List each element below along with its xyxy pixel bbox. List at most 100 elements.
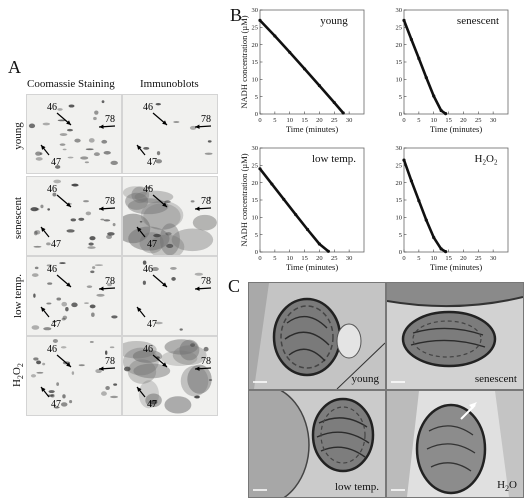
spot-label-46: 46 — [47, 264, 57, 275]
chart-title-3: H2O2 — [475, 153, 498, 167]
spot-label-78: 78 — [201, 196, 211, 207]
data-point — [273, 34, 277, 38]
x-tick-label: 5 — [273, 117, 276, 124]
spot-label-78: 78 — [105, 276, 115, 287]
spot-label-47: 47 — [147, 157, 157, 168]
y-tick-label: 5 — [255, 232, 258, 239]
spot-label-46: 46 — [143, 344, 153, 355]
spot-label-47: 47 — [147, 319, 157, 330]
y-tick-label: 15 — [396, 197, 403, 204]
data-point — [282, 197, 286, 201]
data-point — [432, 235, 436, 240]
x-tick-label: 5 — [273, 255, 276, 262]
x-tick-label: 25 — [475, 117, 482, 124]
y-tick-label: 30 — [396, 145, 403, 152]
x-tick-label: 10 — [286, 255, 293, 262]
y-axis-title-2: NADH concentration (µM) — [239, 153, 249, 246]
x-tick-label: 5 — [417, 117, 420, 124]
col-header-coomassie: Coomassie Staining — [27, 78, 115, 90]
data-point — [424, 76, 428, 80]
em-image-h2o: H2O — [386, 390, 524, 498]
spot-label-47: 47 — [51, 157, 61, 168]
chart-title-0: young — [320, 15, 348, 27]
y-tick-label: 20 — [396, 180, 403, 187]
data-point — [288, 50, 292, 54]
em-label-young: young — [351, 373, 380, 385]
immunoblot-senescent: 46 47 78 — [122, 176, 218, 256]
data-point — [302, 67, 307, 71]
x-axis-title-2: Time (minutes) — [286, 262, 339, 272]
series-line-1 — [402, 19, 447, 115]
spot-label-46: 46 — [47, 344, 57, 355]
data-point — [332, 100, 336, 105]
spot-label-47: 47 — [51, 399, 61, 410]
data-point — [444, 250, 448, 254]
coomassie-gel-low-temp: 46 47 78 — [26, 256, 122, 336]
x-tick-label: 20 — [460, 255, 467, 262]
x-axis-title-1: Time (minutes) — [430, 124, 483, 134]
immunoblot-h2o2: 46 47 78 — [122, 336, 218, 416]
spot-label-78: 78 — [201, 356, 211, 367]
row-label-senescent: senescent — [12, 196, 24, 240]
x-tick-label: 10 — [430, 117, 437, 124]
y-tick-label: 10 — [396, 215, 403, 222]
data-point — [294, 212, 298, 217]
spot-label-78: 78 — [105, 356, 115, 367]
coomassie-gel-young: 46 47 78 — [26, 94, 122, 174]
data-point — [317, 242, 322, 246]
y-tick-label: 25 — [396, 163, 403, 170]
data-point — [444, 112, 448, 116]
immunoblot-low-temp: 46 47 78 — [122, 256, 218, 336]
x-tick-label: 20 — [460, 117, 467, 124]
y-tick-label: 20 — [252, 180, 259, 187]
data-point — [417, 199, 421, 203]
x-tick-label: 20 — [316, 117, 323, 124]
data-point — [270, 182, 274, 186]
spot-label-46: 46 — [47, 184, 57, 195]
y-tick-label: 15 — [252, 59, 259, 66]
data-point — [409, 179, 414, 183]
y-tick-label: 10 — [396, 77, 403, 84]
y-tick-label: 0 — [399, 249, 402, 256]
x-tick-label: 10 — [430, 255, 437, 262]
coomassie-gel-senescent: 46 47 78 — [26, 176, 122, 256]
spot-label-46: 46 — [143, 264, 153, 275]
data-point — [317, 83, 322, 88]
y-tick-label: 30 — [252, 145, 259, 152]
em-label-low-temp: low temp. — [335, 481, 379, 493]
y-tick-label: 5 — [255, 94, 258, 101]
x-tick-label: 15 — [301, 117, 308, 124]
data-point — [402, 158, 406, 162]
x-tick-label: 0 — [258, 117, 261, 124]
chart-frame-0 — [259, 9, 365, 115]
data-point — [402, 18, 406, 22]
spot-label-46: 46 — [143, 184, 153, 195]
y-tick-label: 30 — [252, 7, 259, 14]
row-label-young: young — [12, 122, 24, 150]
x-tick-label: 25 — [331, 255, 338, 262]
spot-label-78: 78 — [201, 276, 211, 287]
x-tick-label: 10 — [286, 117, 293, 124]
spot-label-46: 46 — [143, 102, 153, 113]
y-tick-label: 0 — [399, 111, 402, 118]
y-axis-title-0: NADH concentration (µM) — [239, 15, 249, 108]
spot-label-46: 46 — [47, 102, 57, 113]
data-point — [439, 247, 443, 251]
data-point — [341, 111, 345, 115]
row-label-low-temp: low temp. — [12, 274, 24, 318]
series-line-2 — [258, 167, 330, 253]
series-line-0 — [258, 19, 345, 115]
coomassie-gel-h2o2: 46 47 78 — [26, 336, 122, 416]
panel-a-label: A — [8, 57, 21, 77]
em-image-low-temp: low temp. — [248, 390, 386, 498]
spot-label-47: 47 — [51, 319, 61, 330]
x-tick-label: 0 — [402, 255, 405, 262]
em-label-senescent: senescent — [474, 373, 517, 385]
chart-title-2: low temp. — [312, 153, 356, 165]
x-tick-label: 30 — [346, 255, 353, 262]
data-point — [258, 167, 262, 171]
y-tick-label: 15 — [396, 59, 403, 66]
y-tick-label: 5 — [399, 94, 402, 101]
x-tick-label: 15 — [301, 255, 308, 262]
y-tick-label: 5 — [399, 232, 402, 239]
